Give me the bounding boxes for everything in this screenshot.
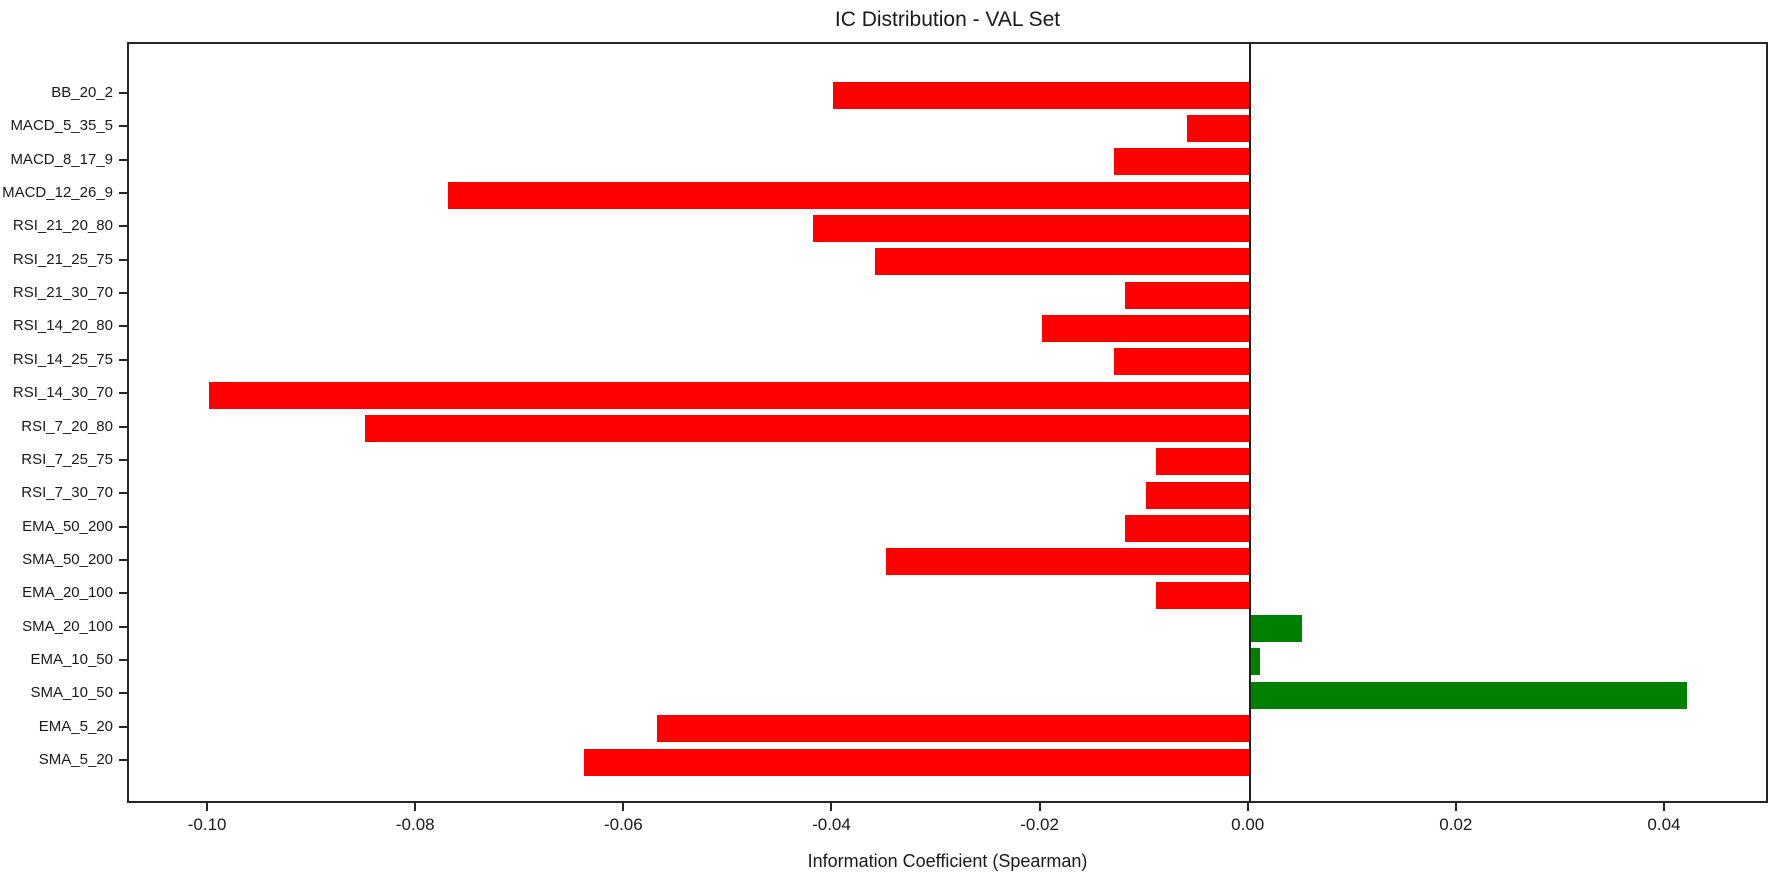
ytick-mark: [119, 692, 127, 695]
bar-EMA_5_20: [656, 715, 1250, 743]
xtick-label: -0.04: [812, 815, 851, 834]
ytick-label-MACD_8_17_9: MACD_8_17_9: [10, 150, 113, 168]
ytick-label-BB_20_2: BB_20_2: [51, 84, 113, 101]
xtick-label: -0.02: [1020, 815, 1059, 834]
xtick-mark: [1038, 803, 1041, 811]
bar-SMA_50_200: [885, 548, 1250, 576]
ytick-label-RSI_14_30_70: RSI_14_30_70: [12, 384, 113, 402]
bar-BB_20_2: [833, 81, 1250, 109]
xtick-mark: [622, 803, 625, 811]
bar-EMA_20_100: [1156, 581, 1250, 609]
ytick-mark: [119, 525, 127, 528]
xtick-mark: [1454, 803, 1457, 811]
bar-SMA_20_100: [1249, 615, 1302, 643]
ytick-mark: [119, 92, 127, 94]
ytick-label-MACD_5_35_5: MACD_5_35_5: [10, 117, 113, 135]
xtick-mark: [830, 803, 833, 811]
bar-RSI_21_25_75: [875, 248, 1250, 276]
ytick-label-RSI_14_20_80: RSI_14_20_80: [12, 317, 113, 335]
ytick-label-EMA_5_20: EMA_5_20: [38, 717, 113, 735]
xtick-label: -0.08: [395, 815, 435, 834]
xtick-label: 0.00: [1231, 815, 1265, 834]
ytick-label-EMA_10_50: EMA_10_50: [30, 650, 113, 668]
ytick-mark: [119, 725, 127, 728]
ytick-mark: [119, 425, 127, 428]
bar-MACD_5_35_5: [1187, 114, 1250, 142]
ytick-mark: [119, 658, 127, 661]
ytick-mark: [119, 625, 127, 628]
ytick-label-EMA_50_200: EMA_50_200: [22, 517, 113, 535]
ytick-label-EMA_20_100: EMA_20_100: [22, 584, 113, 602]
ytick-mark: [119, 125, 127, 128]
bar-RSI_14_25_75: [1114, 348, 1250, 376]
bar-RSI_14_30_70: [209, 381, 1250, 409]
ytick-label-SMA_50_200: SMA_50_200: [22, 550, 113, 568]
xtick-mark: [414, 803, 417, 811]
ytick-label-MACD_12_26_9: MACD_12_26_9: [2, 184, 113, 202]
bar-RSI_7_25_75: [1156, 448, 1250, 476]
ytick-mark: [119, 225, 127, 228]
xtick-mark: [1246, 803, 1249, 811]
ytick-label-RSI_21_20_80: RSI_21_20_80: [12, 217, 113, 235]
xtick-mark: [206, 803, 209, 811]
bar-SMA_10_50: [1249, 681, 1687, 709]
ytick-mark: [119, 558, 127, 561]
ytick-label-RSI_7_30_70: RSI_7_30_70: [21, 484, 113, 502]
bar-RSI_21_20_80: [812, 214, 1250, 242]
ytick-mark: [119, 192, 127, 195]
zero-axis-line: [1248, 44, 1251, 801]
bar-MACD_12_26_9: [448, 181, 1250, 209]
ytick-label-RSI_7_20_80: RSI_7_20_80: [21, 417, 113, 435]
bar-EMA_50_200: [1124, 515, 1250, 543]
ytick-label-RSI_7_25_75: RSI_7_25_75: [21, 450, 113, 468]
bar-RSI_14_20_80: [1041, 314, 1250, 342]
ytick-mark: [119, 392, 127, 395]
x-axis-title: Information Coefficient (Spearman): [807, 851, 1088, 871]
ytick-mark: [119, 325, 127, 328]
xtick-label: -0.06: [603, 815, 643, 834]
ytick-mark: [119, 458, 127, 461]
ytick-mark: [119, 358, 127, 361]
bar-MACD_8_17_9: [1114, 148, 1250, 176]
bar-SMA_5_20: [583, 748, 1250, 776]
ytick-mark: [119, 592, 127, 595]
bar-RSI_7_30_70: [1145, 481, 1250, 509]
bars-layer: [129, 44, 1766, 801]
ytick-mark: [119, 492, 127, 495]
bar-RSI_7_20_80: [365, 415, 1250, 442]
xtick-label: -0.10: [187, 815, 227, 834]
ytick-label-SMA_20_100: SMA_20_100: [22, 617, 113, 635]
ytick-mark: [119, 292, 127, 295]
xtick-label: 0.02: [1439, 815, 1473, 834]
ytick-mark: [119, 158, 127, 161]
ytick-label-SMA_5_20: SMA_5_20: [38, 751, 113, 768]
xtick-mark: [1662, 803, 1665, 811]
xtick-label: 0.04: [1647, 815, 1681, 834]
chart-title: IC Distribution - VAL Set: [834, 8, 1061, 31]
ytick-mark: [119, 258, 127, 261]
ytick-label-RSI_14_25_75: RSI_14_25_75: [12, 350, 113, 368]
ytick-label-RSI_21_30_70: RSI_21_30_70: [12, 284, 113, 302]
ytick-mark: [119, 759, 127, 761]
ytick-label-SMA_10_50: SMA_10_50: [30, 684, 113, 702]
bar-RSI_21_30_70: [1124, 281, 1250, 309]
plot-area: [127, 42, 1768, 803]
bar-EMA_10_50: [1249, 648, 1261, 676]
ytick-label-RSI_21_25_75: RSI_21_25_75: [12, 250, 113, 268]
